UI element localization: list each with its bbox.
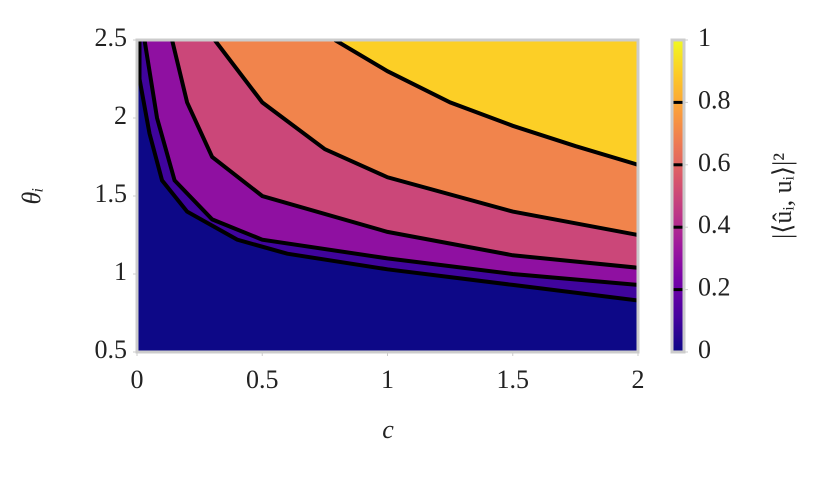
- y-tick-label: 2.5: [95, 23, 128, 52]
- colorbar-label: |⟨ûᵢ, uᵢ⟩|²: [768, 153, 797, 239]
- contour-line: [170, 40, 638, 270]
- colorbar-tick-label: 0.8: [698, 85, 731, 114]
- contour-line: [137, 40, 638, 303]
- contour-line: [213, 40, 638, 237]
- y-tick-label: 0.5: [95, 335, 128, 364]
- heatmap: [137, 40, 638, 352]
- x-axis-label: c: [382, 415, 394, 444]
- x-tick-label: 1: [381, 365, 394, 394]
- contour-line: [142, 40, 638, 287]
- x-tick-label: 0: [131, 365, 144, 394]
- colorbar-tick-label: 0.4: [698, 210, 731, 239]
- y-tick-label: 2: [114, 101, 127, 130]
- colorbar-tick-label: 0.2: [698, 273, 731, 302]
- y-tick-label: 1.5: [95, 179, 128, 208]
- x-tick-label: 1.5: [497, 365, 530, 394]
- heatmap-region: [334, 40, 638, 165]
- x-tick-label: 2: [632, 365, 645, 394]
- x-tick-label: 0.5: [246, 365, 279, 394]
- y-axis-label: θᵢ: [17, 188, 46, 205]
- contour-line: [333, 40, 638, 167]
- colorbar: [672, 40, 684, 352]
- colorbar-frame: [670, 38, 686, 354]
- colorbar-tick-label: 0: [698, 335, 711, 364]
- colorbar-tick-label: 0.6: [698, 148, 731, 177]
- y-tick-label: 1: [114, 257, 127, 286]
- colorbar-tick-label: 1: [698, 23, 711, 52]
